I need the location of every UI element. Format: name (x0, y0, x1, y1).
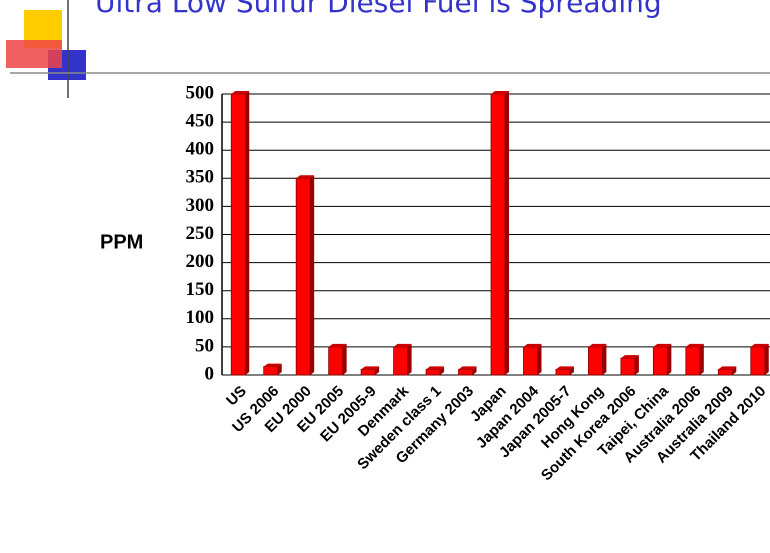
bar-side (505, 91, 509, 375)
bar-top (555, 366, 574, 370)
bar (490, 93, 506, 376)
bar (425, 368, 441, 376)
bar (523, 346, 538, 376)
bar-side (699, 343, 704, 375)
bar-top (263, 363, 282, 367)
bar-side (569, 366, 574, 375)
bar-top (718, 366, 737, 370)
bar-side (375, 366, 380, 375)
y-tick-label: 450 (186, 110, 215, 131)
y-tick-label: 400 (186, 139, 215, 160)
bar-top (653, 343, 672, 347)
chart-title: Ultra Low Sulfur Diesel Fuel is Spreadin… (95, 0, 662, 19)
bar-top (491, 91, 509, 94)
bar-top (588, 343, 607, 347)
y-tick-label: 0 (205, 363, 215, 384)
bar-top (458, 366, 477, 370)
bar-side (667, 343, 672, 375)
y-tick-label: 100 (186, 307, 215, 328)
bar-side (634, 355, 639, 375)
y-tick-label: 350 (186, 167, 215, 188)
bar-side (764, 343, 769, 375)
bar-top (685, 343, 704, 347)
bar (458, 368, 473, 376)
bar (555, 368, 571, 376)
bar-top (523, 343, 542, 347)
bar-top (393, 343, 412, 347)
bar (620, 357, 636, 376)
x-tick-label: US (223, 383, 250, 410)
bar (393, 346, 408, 376)
bar-top (361, 366, 380, 370)
y-tick-label: 500 (186, 82, 215, 103)
bar-side (602, 343, 607, 375)
bar-side (407, 343, 412, 375)
bar (295, 177, 311, 376)
logo-square (6, 40, 62, 68)
bar (750, 346, 766, 376)
y-tick-label: 150 (186, 279, 215, 300)
y-tick-label: 50 (195, 335, 214, 356)
bar-side (342, 343, 347, 375)
y-axis-label: PPM (100, 231, 143, 253)
bar-side (440, 366, 445, 375)
y-tick-label: 250 (186, 223, 215, 244)
bar (588, 346, 603, 376)
bar (230, 93, 246, 376)
bar-top (296, 175, 315, 179)
bar (360, 368, 376, 376)
bar-top (426, 366, 445, 370)
bar-side (537, 343, 542, 375)
bar (717, 368, 733, 376)
bar-side (472, 366, 477, 375)
bar (685, 346, 701, 376)
bar-side (277, 363, 282, 375)
bar-side (245, 91, 250, 375)
bar-top (328, 343, 347, 347)
bar (328, 346, 344, 376)
bar-top (750, 343, 769, 347)
bar-top (231, 91, 250, 94)
bar (652, 346, 668, 376)
bar-side (732, 366, 737, 375)
y-tick-label: 200 (186, 251, 215, 272)
bar-top (620, 355, 639, 359)
y-tick-label: 300 (186, 195, 215, 216)
bar-side (310, 175, 315, 375)
bar (263, 366, 279, 376)
